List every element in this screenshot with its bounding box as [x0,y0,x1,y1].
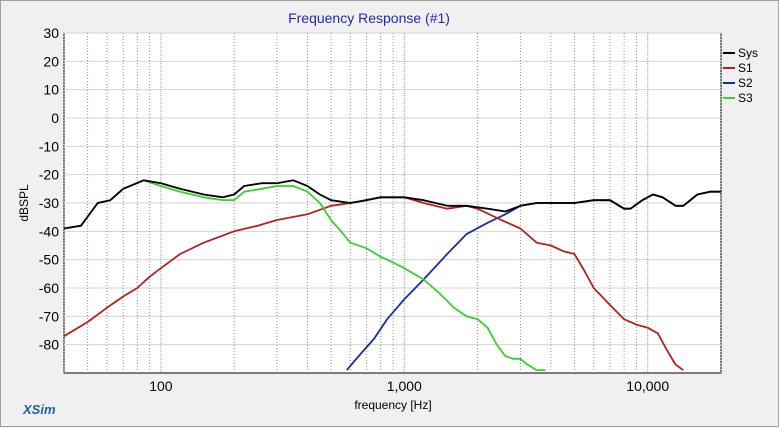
x-axis-label: frequency [Hz] [354,398,431,412]
y-tick-label: -50 [39,252,59,268]
y-tick-label: 10 [43,82,59,98]
y-tick-label: -70 [39,308,59,324]
x-tick-label: 10,000 [626,378,669,394]
y-tick-label: 20 [43,53,59,69]
xsim-logo: XSim [23,402,56,417]
x-tick-label: 1,000 [387,378,422,394]
y-tick-label: -60 [39,280,59,296]
series-line-sys [64,179,721,230]
series-lines [64,179,721,372]
y-axis-label: dBSPL [17,184,31,222]
y-tick-label: -80 [39,337,59,353]
y-tick-label: -40 [39,223,59,239]
chart-title: Frequency Response (#1) [288,10,450,26]
y-tick-label: 30 [43,25,59,41]
legend-label-s3: S3 [738,91,753,105]
legend-label-s1: S1 [738,61,753,75]
x-tick-label: 100 [149,378,173,394]
legend-label-s2: S2 [738,76,753,90]
legend-label-sys: Sys [738,46,758,60]
y-tick-label: -10 [39,138,59,154]
series-line-s3 [64,179,546,372]
y-tick-label: 0 [51,110,59,126]
y-tick-label: -20 [39,167,59,183]
series-line-s1 [64,196,684,371]
y-tick-label: -30 [39,195,59,211]
